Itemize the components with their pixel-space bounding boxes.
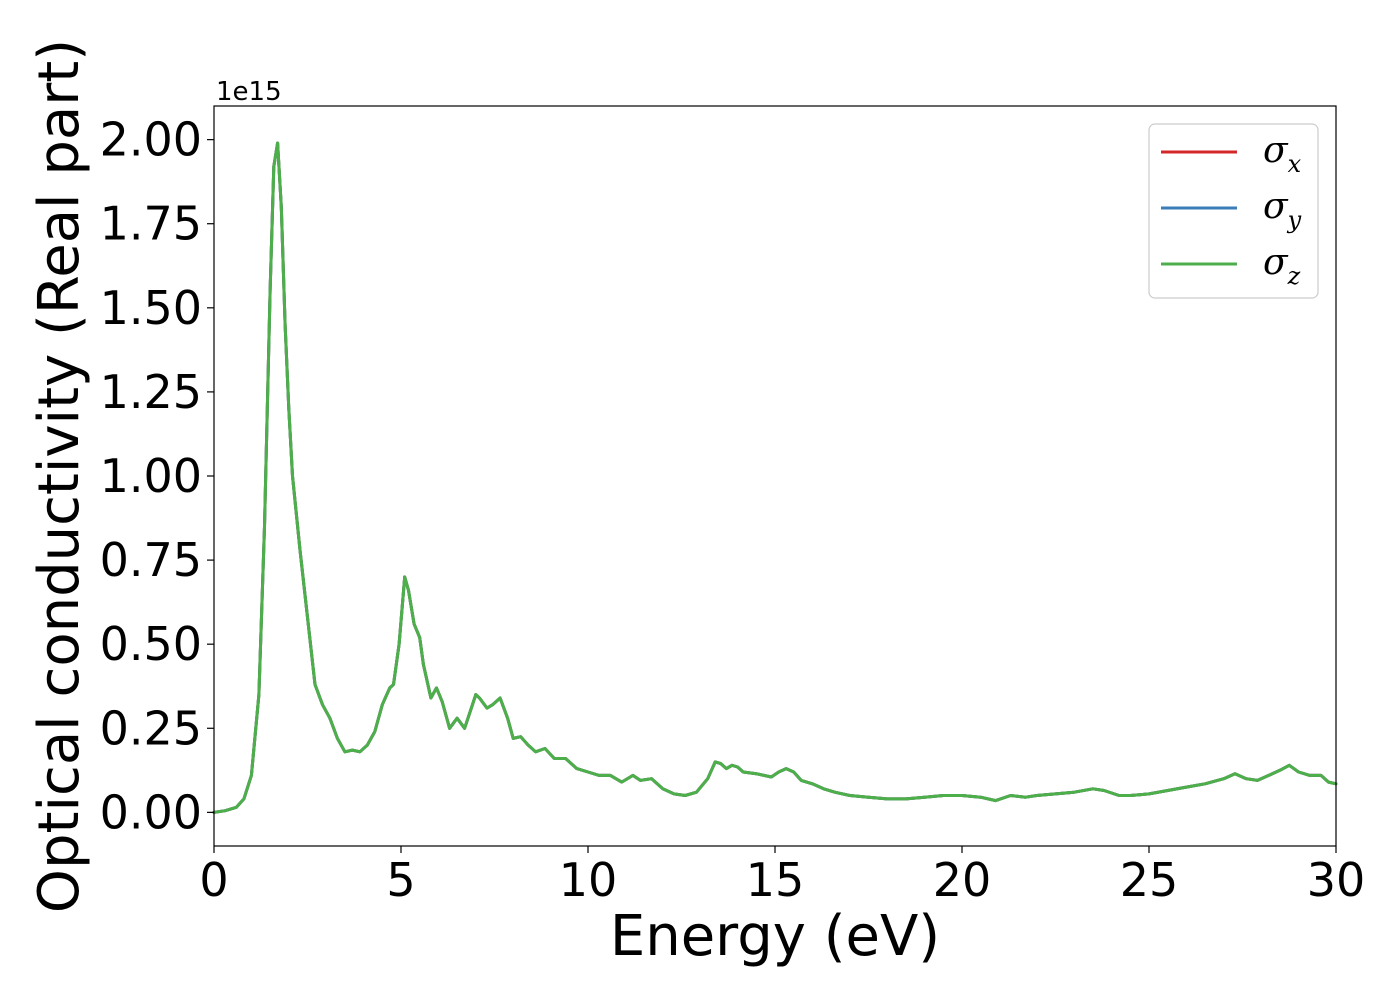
legend-symbol: σ: [1263, 242, 1289, 283]
legend-subscript: y: [1287, 206, 1302, 234]
y-tick-label: 1.50: [100, 281, 202, 335]
x-tick-label: 20: [933, 853, 992, 907]
legend-label-y: σy: [1263, 186, 1302, 234]
legend-frame: [1148, 123, 1319, 299]
series-line-z: [212, 141, 1338, 814]
legend-symbol: σ: [1263, 186, 1289, 227]
legend-subscript: x: [1288, 150, 1302, 178]
x-tick-label: 5: [386, 853, 415, 907]
legend-symbol: σ: [1263, 130, 1289, 171]
y-tick-label: 1.00: [100, 449, 202, 503]
y-tick-label: 0.75: [100, 533, 202, 587]
x-tick-label: 0: [199, 853, 228, 907]
legend-label-z: σz: [1263, 242, 1301, 290]
y-axis-label: Optical conductivity (Real part): [27, 39, 92, 913]
x-tick-label: 25: [1120, 853, 1179, 907]
x-axis-label: Energy (eV): [610, 904, 940, 969]
series-lines: [212, 141, 1338, 814]
y-tick-label: 1.25: [100, 365, 202, 419]
legend-subscript: z: [1287, 262, 1301, 290]
x-tick-label: 10: [559, 853, 618, 907]
y-tick-label: 0.25: [100, 701, 202, 755]
y-axis-ticks: 0.00 0.25 0.50 0.75 1.00 1.25 1.50 1.75 2.00: [100, 113, 214, 839]
x-tick-label: 15: [746, 853, 805, 907]
y-tick-label: 0.00: [100, 785, 202, 839]
x-axis-ticks: 0 5 10 15 20 25 30: [199, 846, 1365, 907]
y-tick-label: 1.75: [100, 197, 202, 251]
y-offset-label: 1e15: [216, 77, 282, 107]
y-tick-label: 2.00: [100, 113, 202, 167]
x-tick-label: 30: [1307, 853, 1366, 907]
legend-label-x: σx: [1263, 130, 1302, 178]
y-tick-label: 0.50: [100, 617, 202, 671]
